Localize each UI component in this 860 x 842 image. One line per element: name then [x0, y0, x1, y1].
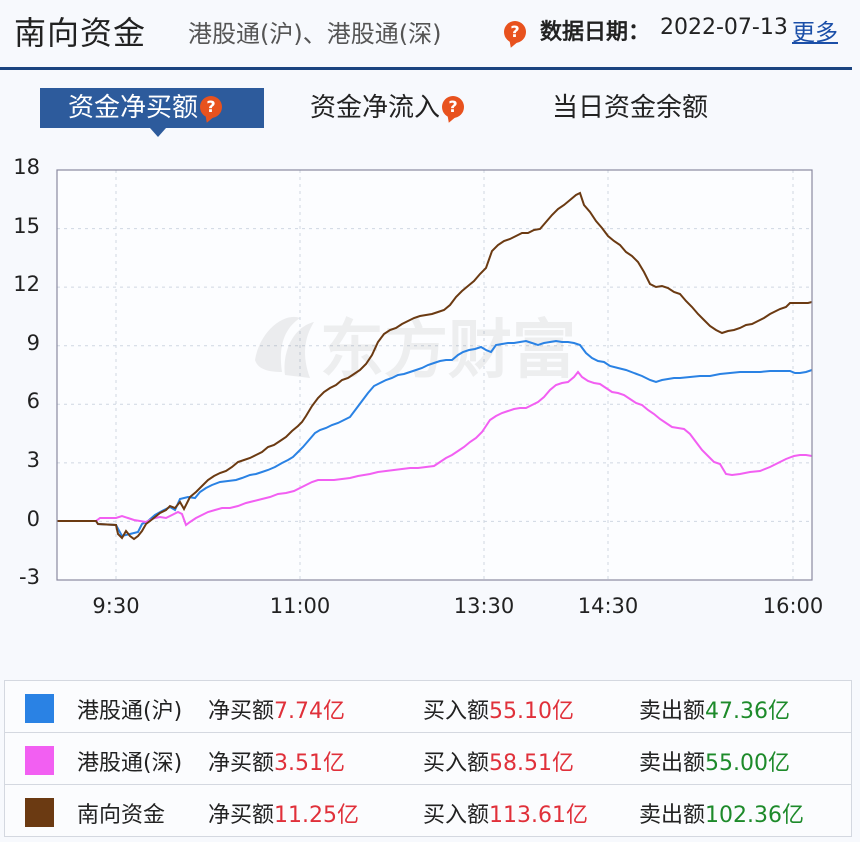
y-tick: -3: [19, 565, 40, 589]
x-tick: 14:30: [577, 594, 639, 618]
tab-net-inflow[interactable]: 资金净流入?: [310, 88, 465, 128]
x-tick: 13:30: [453, 594, 515, 618]
x-tick: 11:00: [269, 594, 331, 618]
color-swatch-icon: [25, 694, 54, 723]
sell-amount: 卖出额102.36亿: [639, 803, 804, 828]
legend-row[interactable]: 港股通(沪) 净买额7.74亿 买入额55.10亿 卖出额47.36亿: [5, 681, 851, 733]
buy-amount: 买入额58.51亿: [423, 751, 574, 776]
date-label: 数据日期：: [540, 20, 651, 45]
series-line-hgt-sz: [57, 370, 813, 527]
more-link[interactable]: 更多: [792, 20, 838, 46]
x-tick: 16:00: [762, 594, 824, 618]
sell-amount: 卖出额47.36亿: [639, 699, 790, 724]
legend-table: 港股通(沪) 净买额7.74亿 买入额55.10亿 卖出额47.36亿 港股通(…: [4, 680, 852, 837]
y-tick: 15: [13, 214, 40, 238]
series-line-southbound: [57, 191, 813, 541]
net-buy: 净买额11.25亿: [208, 803, 359, 828]
series-name: 港股通(深): [77, 751, 183, 776]
buy-amount: 买入额113.61亿: [423, 803, 588, 828]
x-tick: 9:30: [92, 594, 140, 618]
header: 南向资金 港股通(沪)、港股通(深) ? 数据日期： 2022-07-13 更多: [0, 0, 860, 68]
line-chart[interactable]: 东方财富: [0, 0, 860, 640]
subtitle: 港股通(沪)、港股通(深): [188, 20, 442, 48]
color-swatch-icon: [25, 798, 54, 827]
question-bubble-icon[interactable]: ?: [442, 95, 465, 118]
series-name: 港股通(沪): [77, 699, 183, 724]
net-buy: 净买额3.51亿: [208, 751, 346, 776]
sell-amount: 卖出额55.00亿: [639, 751, 790, 776]
y-tick: 9: [26, 331, 40, 355]
date-value: 2022-07-13: [660, 15, 788, 40]
tab-label: 资金净买额: [68, 93, 199, 123]
net-buy: 净买额7.74亿: [208, 699, 346, 724]
tab-label: 资金净流入: [310, 93, 441, 123]
legend-row[interactable]: 港股通(深) 净买额3.51亿 买入额58.51亿 卖出额55.00亿: [5, 733, 851, 785]
series-line-hgt-sh: [57, 339, 813, 538]
series-name: 南向资金: [77, 803, 166, 828]
tab-bar: 资金净买额? 资金净流入? 当日资金余额: [40, 88, 780, 137]
header-divider: [0, 67, 852, 70]
watermark-text: 东方财富: [320, 314, 576, 388]
question-bubble-icon[interactable]: ?: [200, 95, 223, 118]
y-tick: 0: [26, 507, 40, 531]
grid-lines: [57, 170, 812, 580]
plot-border: [56, 169, 813, 581]
tab-daily-balance[interactable]: 当日资金余额: [552, 88, 708, 128]
legend-row[interactable]: 南向资金 净买额11.25亿 买入额113.61亿 卖出额102.36亿: [5, 785, 851, 836]
buy-amount: 买入额55.10亿: [423, 699, 574, 724]
y-tick: 3: [26, 448, 40, 472]
y-tick: 12: [13, 272, 40, 296]
color-swatch-icon: [25, 746, 54, 775]
question-bubble-icon[interactable]: ?: [504, 21, 526, 43]
tab-net-buy[interactable]: 资金净买额?: [40, 88, 264, 137]
watermark-logo-icon: [255, 316, 314, 378]
y-tick: 6: [26, 389, 40, 413]
page-title: 南向资金: [14, 14, 147, 52]
tab-label: 当日资金余额: [552, 93, 709, 123]
y-tick: 18: [13, 155, 40, 179]
